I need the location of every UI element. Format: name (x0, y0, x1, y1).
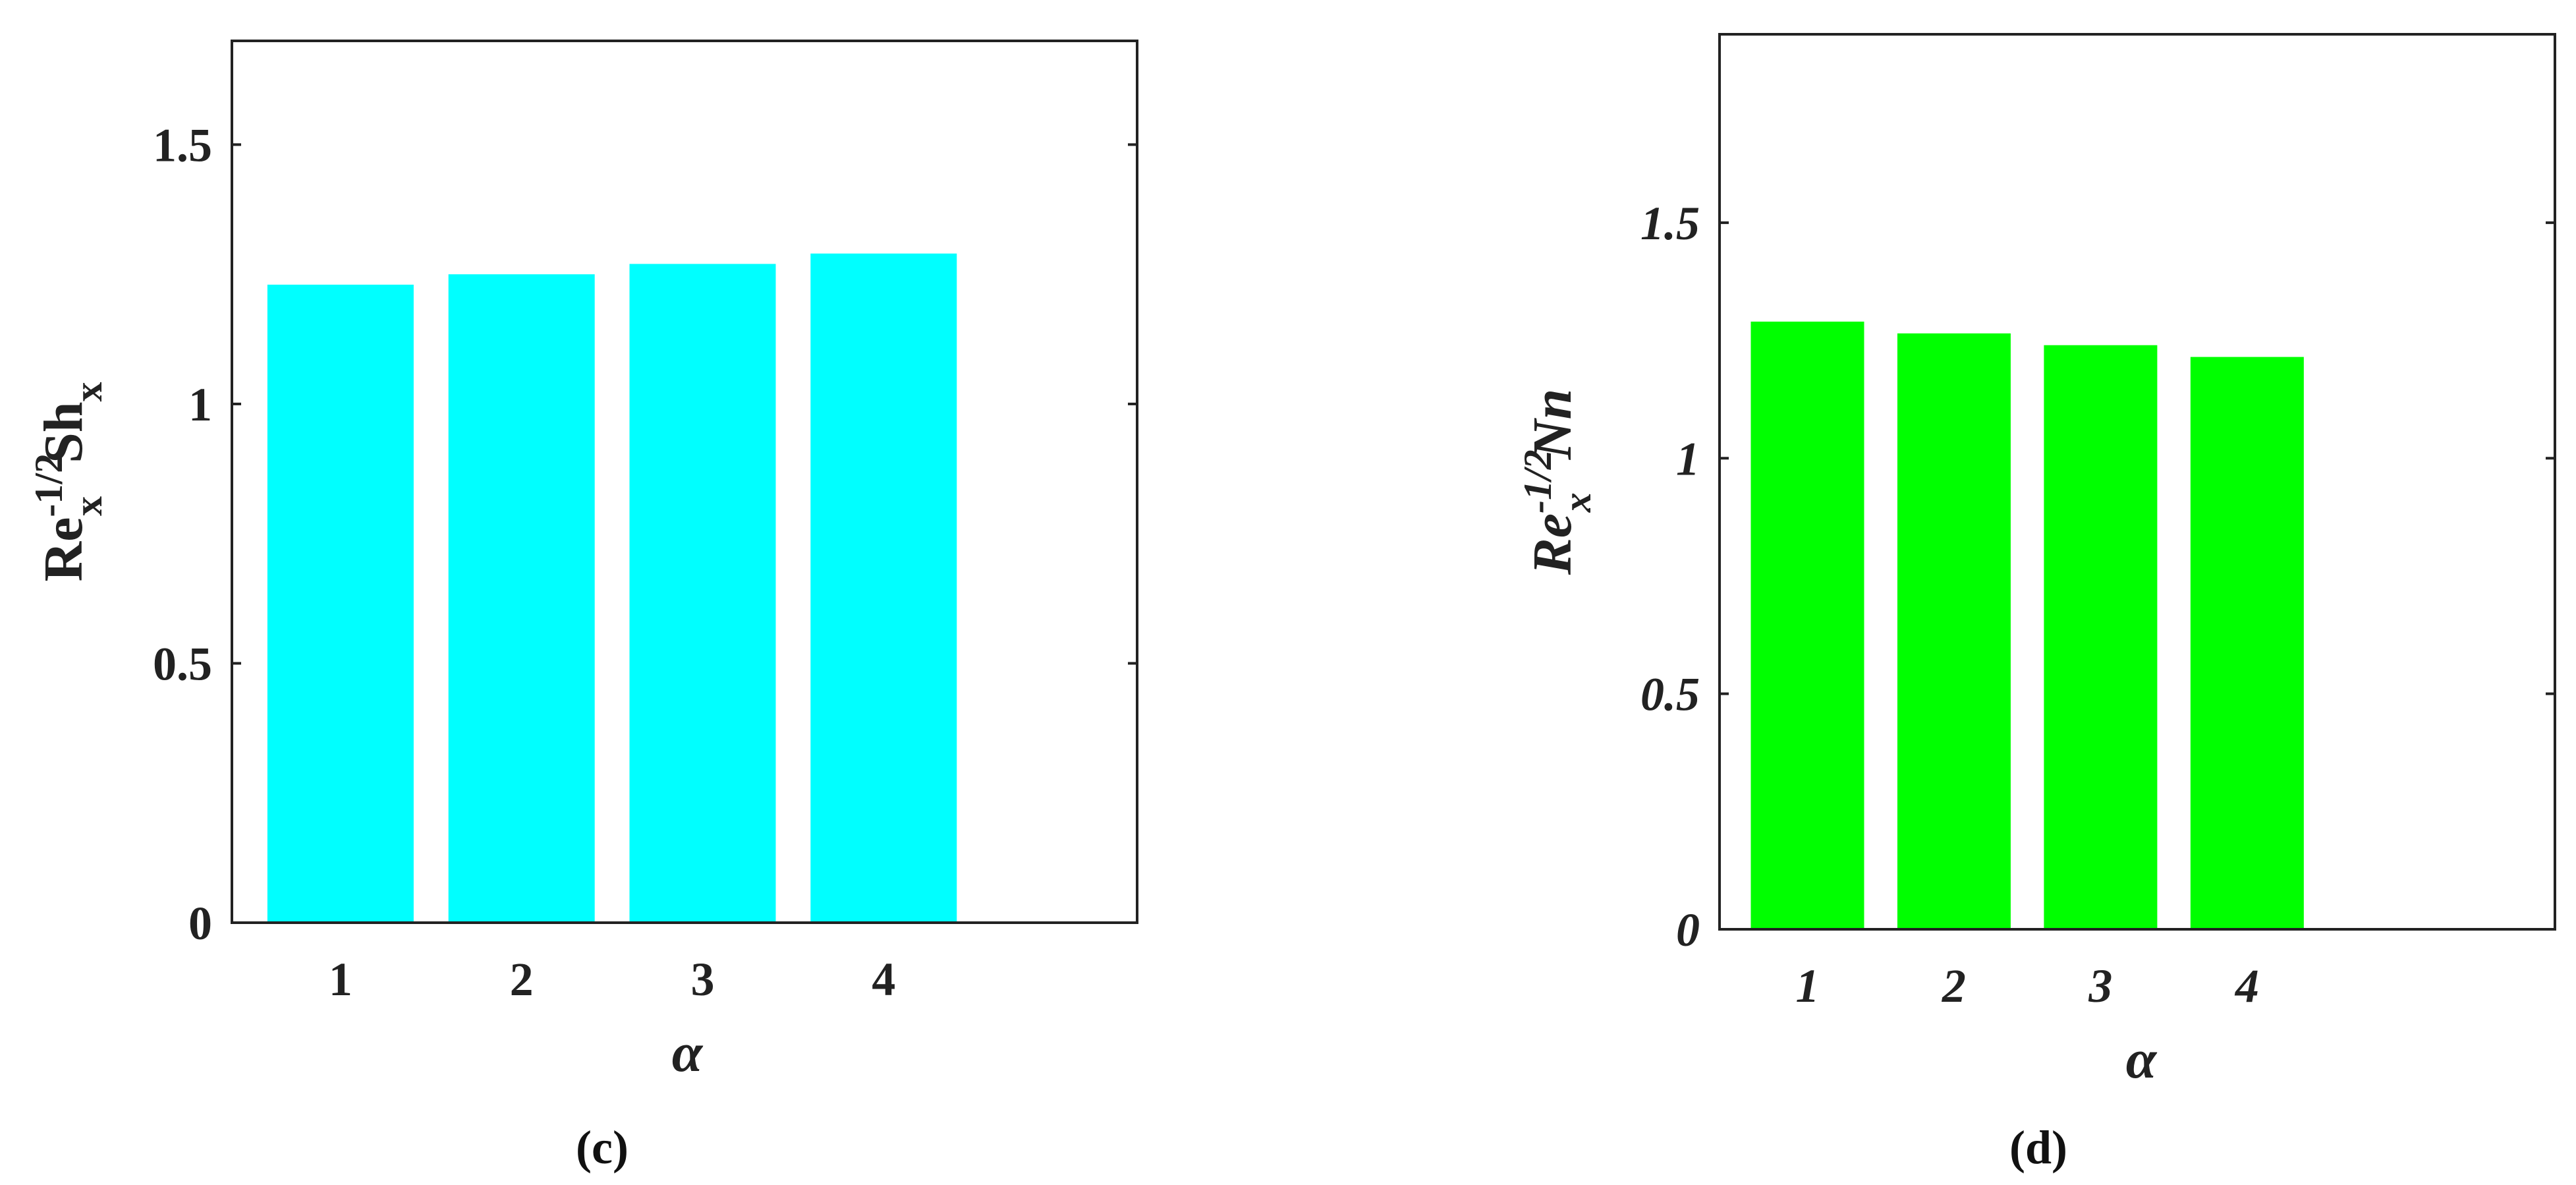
y-tick-label: 1 (1676, 432, 1700, 485)
bar-3 (629, 264, 776, 923)
y-tick-label: 1.5 (153, 119, 212, 171)
x-tick-label: 2 (1942, 960, 1966, 1012)
y-axis-label: Re-1/2xShx (27, 382, 110, 581)
x-tick-label: 3 (690, 953, 714, 1006)
bar-1 (267, 284, 414, 923)
x-axis-label: α (672, 1022, 704, 1084)
bar-4 (810, 253, 957, 923)
x-tick-label: 2 (510, 953, 534, 1006)
y-tick-label: 1.5 (1640, 197, 1700, 250)
bar-3 (2044, 345, 2158, 929)
y-tick-label: 1 (188, 378, 212, 431)
axes-frame (1718, 33, 2556, 931)
x-tick-label: 1 (1795, 960, 1819, 1012)
axes-frame (231, 40, 1138, 924)
x-tick-label: 1 (329, 953, 352, 1006)
y-tick-label: 0.5 (153, 637, 212, 690)
y-axis-label: Re-1/2xNn (1516, 389, 1599, 575)
panel-caption: (d) (2009, 1121, 2067, 1174)
y-tick-label: 0 (188, 897, 212, 950)
y-tick-label: 0.5 (1640, 668, 1700, 721)
x-tick-label: 3 (2088, 960, 2112, 1012)
bar-1 (1750, 321, 1864, 929)
x-tick-label: 4 (872, 953, 895, 1006)
x-axis-label: α (2126, 1029, 2158, 1090)
chart-panel-c: 1 2 3 4 0 0.5 1 1.5 Re-1/2xShx α (c) (27, 40, 1138, 1174)
chart-panel-d: 1 2 3 4 0 0.5 1 1.5 Re-1/2xNn α (d) (1516, 33, 2556, 1174)
bar-4 (2190, 357, 2304, 929)
bar-2 (1897, 333, 2011, 929)
x-tick-label: 4 (2234, 960, 2259, 1012)
y-tick-label: 0 (1676, 904, 1700, 956)
panel-caption: (c) (576, 1121, 629, 1174)
bar-2 (448, 274, 595, 923)
